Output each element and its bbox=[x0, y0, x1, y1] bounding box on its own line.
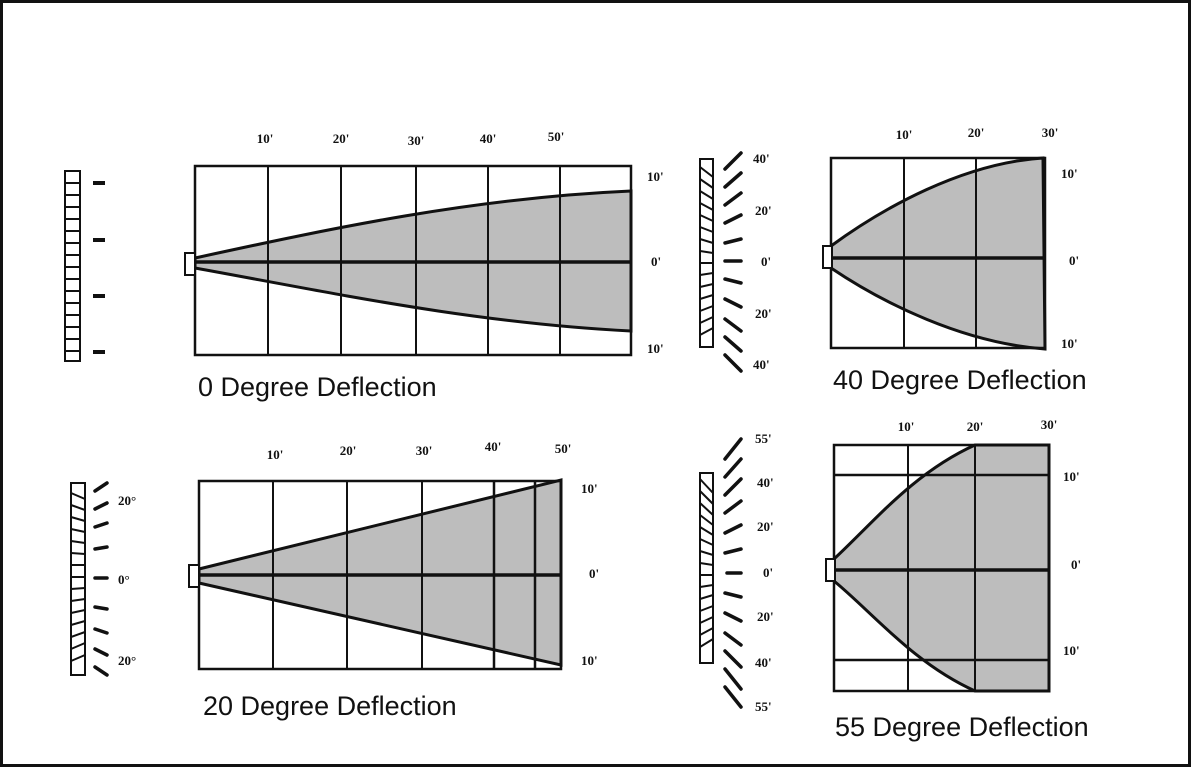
throw-grid bbox=[197, 479, 563, 671]
distance-tick-label: 20' bbox=[968, 125, 985, 140]
spread-tick-label: 10' bbox=[581, 653, 598, 668]
distance-tick-label: 10' bbox=[898, 419, 915, 434]
spread-tick-label: 10' bbox=[647, 169, 664, 184]
distance-tick-label: 10' bbox=[257, 131, 274, 146]
distance-tick-label: 30' bbox=[416, 443, 433, 458]
angle-tick-label: 40' bbox=[753, 357, 770, 372]
panel-40-degree: 40' 20' 0' 20' 40' 10' 20' 30' 10' 0' 10… bbox=[699, 125, 1087, 395]
spread-tick-label: 10' bbox=[581, 481, 598, 496]
angle-tick-label: 55' bbox=[755, 431, 772, 446]
spread-tick-label: 0' bbox=[1069, 253, 1079, 268]
spread-tick-label: 0' bbox=[1071, 557, 1081, 572]
panel-caption: 0 Degree Deflection bbox=[198, 372, 437, 402]
angle-tick-label: 20' bbox=[755, 306, 772, 321]
panel-20-degree: 20° 0° 20° 10' 20' 30' 40' 50' 10' 0' 10… bbox=[70, 439, 599, 721]
distance-tick-label: 30' bbox=[408, 133, 425, 148]
spread-tick-label: 10' bbox=[1063, 469, 1080, 484]
angle-tick-label: 0° bbox=[118, 572, 130, 587]
air-throw-pattern bbox=[197, 478, 563, 667]
spread-tick-label: 10' bbox=[647, 341, 664, 356]
angle-tick-label: 55' bbox=[755, 699, 772, 714]
panel-caption: 40 Degree Deflection bbox=[833, 365, 1087, 395]
air-outlet bbox=[184, 252, 196, 276]
grille-side-view bbox=[64, 170, 105, 362]
angle-tick-label: 20' bbox=[757, 519, 774, 534]
panel-caption: 55 Degree Deflection bbox=[835, 712, 1089, 742]
angle-tick-label: 20° bbox=[118, 493, 136, 508]
angle-tick-label: 20' bbox=[755, 203, 772, 218]
panel-caption: 20 Degree Deflection bbox=[203, 691, 457, 721]
angle-tick-label: 40' bbox=[757, 475, 774, 490]
distance-tick-label: 10' bbox=[896, 127, 913, 142]
grille-side-view: 40' 20' 0' 20' 40' bbox=[699, 151, 772, 373]
distance-tick-label: 40' bbox=[485, 439, 502, 454]
throw-grid bbox=[193, 164, 633, 357]
distance-tick-label: 30' bbox=[1042, 125, 1059, 140]
distance-tick-label: 10' bbox=[267, 447, 284, 462]
distance-tick-label: 30' bbox=[1041, 417, 1058, 432]
air-throw-pattern bbox=[829, 156, 1047, 351]
distance-tick-label: 20' bbox=[333, 131, 350, 146]
air-throw-pattern bbox=[832, 443, 1051, 693]
angle-tick-label: 20' bbox=[757, 609, 774, 624]
angle-tick-label: 0' bbox=[763, 565, 773, 580]
distance-tick-label: 50' bbox=[548, 129, 565, 144]
throw-grid bbox=[832, 443, 1051, 693]
distance-tick-label: 50' bbox=[555, 441, 572, 456]
spread-tick-label: 10' bbox=[1061, 166, 1078, 181]
angle-tick-label: 40' bbox=[753, 151, 770, 166]
spread-tick-label: 10' bbox=[1063, 643, 1080, 658]
angle-tick-label: 20° bbox=[118, 653, 136, 668]
air-outlet bbox=[825, 558, 836, 582]
spread-tick-label: 0' bbox=[651, 254, 661, 269]
distance-tick-label: 40' bbox=[480, 131, 497, 146]
panel-0-degree: 10' 20' 30' 40' 50' 10' 0' 10' 0 Degree … bbox=[64, 129, 664, 402]
spread-tick-label: 10' bbox=[1061, 336, 1078, 351]
air-outlet bbox=[188, 564, 200, 588]
angle-tick-label: 40' bbox=[755, 655, 772, 670]
deflection-diagram: 10' 20' 30' 40' 50' 10' 0' 10' 0 Degree … bbox=[64, 125, 1089, 742]
air-outlet bbox=[822, 245, 833, 269]
panel-55-degree: 55' 40' 20' 0' 20' 40' 55' 10' 20' 30' 1… bbox=[699, 417, 1089, 742]
angle-tick-label: 0' bbox=[761, 254, 771, 269]
distance-tick-label: 20' bbox=[967, 419, 984, 434]
distance-tick-label: 20' bbox=[340, 443, 357, 458]
grille-side-view: 20° 0° 20° bbox=[70, 481, 136, 677]
grille-side-view: 55' 40' 20' 0' 20' 40' 55' bbox=[699, 431, 774, 714]
spread-tick-label: 0' bbox=[589, 566, 599, 581]
